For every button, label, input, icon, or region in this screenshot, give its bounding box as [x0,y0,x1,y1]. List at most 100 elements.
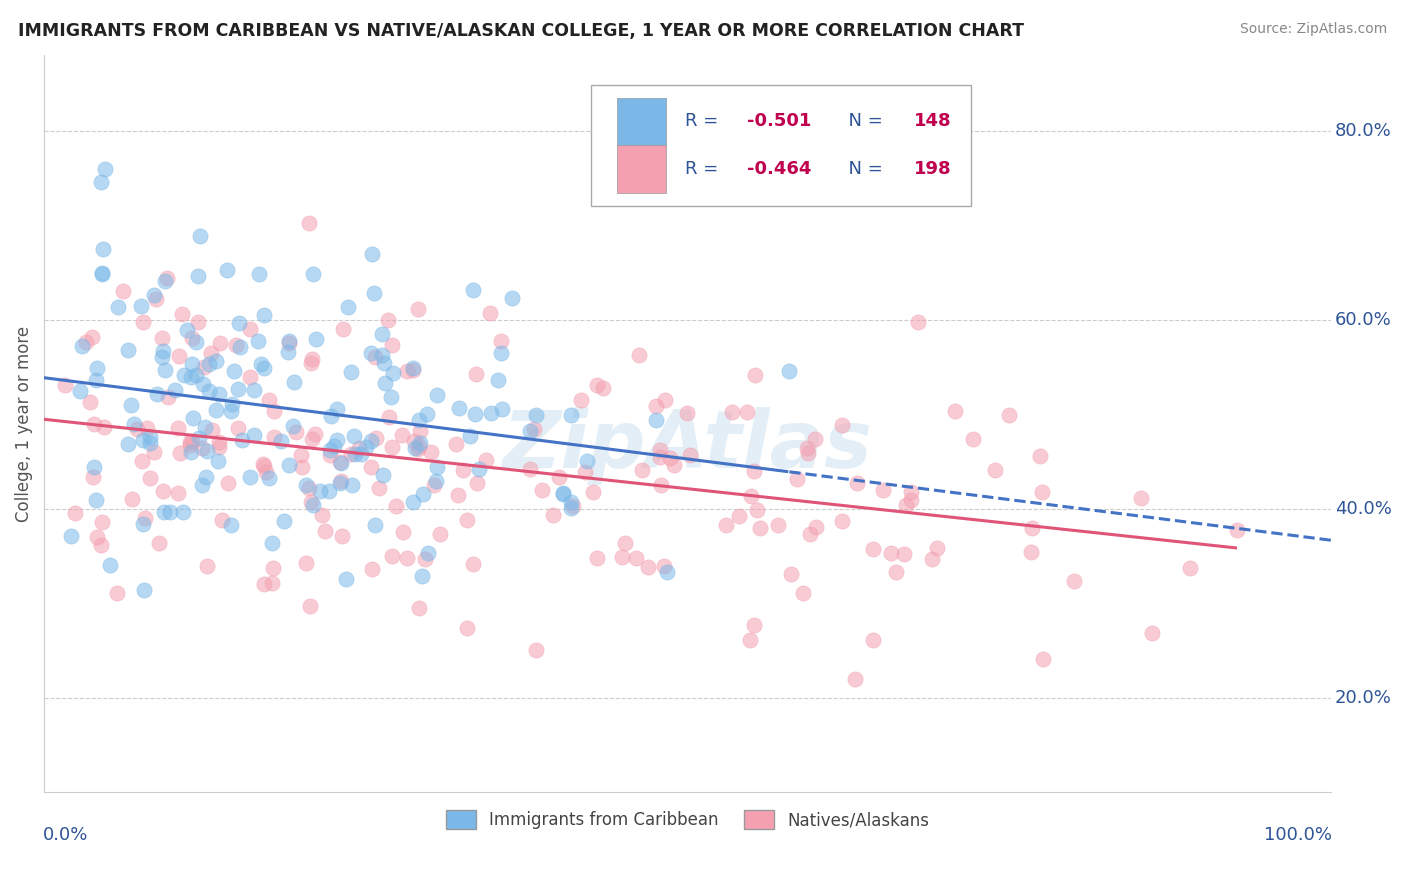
Point [395,364,418,378]
Point [523,422,546,436]
Point [402,434,425,448]
Point [290,448,312,462]
Point [350,447,373,461]
Point [257,471,280,485]
Point [374,376,396,390]
Point [364,432,387,446]
Point [742,618,765,632]
Point [208,435,231,450]
Point [229,340,252,354]
Point [569,393,592,408]
FancyBboxPatch shape [617,97,665,145]
Point [90,267,112,281]
Point [134,511,156,525]
Point [86,530,108,544]
Point [461,557,484,571]
Point [474,452,496,467]
Point [792,586,814,600]
Point [831,418,853,433]
Point [408,600,430,615]
Point [395,550,418,565]
Point [277,336,299,351]
Point [105,586,128,600]
Point [465,475,488,490]
Point [326,402,349,417]
Text: IMMIGRANTS FROM CARIBBEAN VS NATIVE/ALASKAN COLLEGE, 1 YEAR OR MORE CORRELATION : IMMIGRANTS FROM CARIBBEAN VS NATIVE/ALAS… [18,22,1025,40]
Point [326,433,349,447]
Point [464,407,486,421]
Point [744,463,766,477]
Point [145,293,167,307]
Point [401,360,423,375]
Point [335,572,357,586]
Point [260,576,283,591]
Point [1031,485,1053,500]
Point [153,274,176,288]
Point [153,363,176,377]
Point [363,285,385,300]
Point [179,438,201,452]
Text: 0.0%: 0.0% [42,826,89,844]
Point [921,552,943,566]
Point [547,470,569,484]
Point [253,361,276,376]
Point [132,315,155,329]
Point [613,536,636,550]
Point [361,562,384,576]
Point [314,524,336,538]
Point [294,478,316,492]
Point [551,486,574,500]
Point [343,429,366,443]
Point [330,529,353,543]
Point [340,447,363,461]
Point [659,450,682,465]
Point [381,549,404,564]
Point [872,483,894,498]
Point [745,503,768,517]
Point [121,492,143,507]
Point [297,216,319,230]
Point [804,519,827,533]
Point [167,486,190,500]
Point [152,483,174,498]
Point [187,315,209,329]
Point [655,565,678,579]
Point [180,445,202,459]
Point [461,283,484,297]
Text: R =: R = [685,161,724,178]
Text: 20.0%: 20.0% [1334,689,1392,706]
Point [381,441,404,455]
Point [321,409,343,424]
Point [330,474,353,488]
Point [330,456,353,470]
Point [319,443,342,458]
Point [519,424,541,438]
Point [53,378,76,392]
Text: 60.0%: 60.0% [1334,310,1392,329]
Point [184,334,207,349]
Point [83,417,105,431]
Legend: Immigrants from Caribbean, Natives/Alaskans: Immigrants from Caribbean, Natives/Alask… [439,804,936,836]
Point [426,388,449,402]
Point [239,469,262,483]
Text: ZipAtlas: ZipAtlas [502,407,872,485]
Point [301,267,323,281]
Point [519,462,541,476]
Point [1130,491,1153,505]
Point [152,343,174,358]
Point [481,406,503,420]
Point [228,316,250,330]
Point [1032,651,1054,665]
Point [406,301,429,316]
Point [205,403,228,417]
Point [205,354,228,368]
Point [786,472,808,486]
Point [70,339,93,353]
Point [193,360,215,375]
Point [491,402,513,417]
Point [385,499,408,513]
Point [242,383,264,397]
Point [252,457,274,471]
Point [187,431,209,445]
Point [413,552,436,566]
